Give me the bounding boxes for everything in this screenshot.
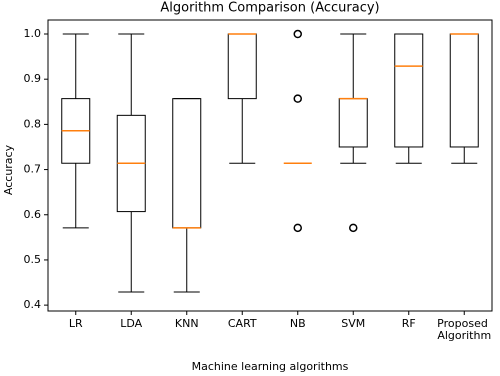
box: [449, 33, 479, 148]
flier: [293, 94, 302, 103]
x-tick-label: LR: [69, 317, 83, 330]
box: [172, 98, 202, 229]
box: [338, 98, 368, 148]
y-tick-label: 0.5: [24, 253, 42, 266]
x-tick-label: NB: [290, 317, 306, 330]
flier: [349, 223, 358, 233]
flier: [293, 223, 302, 233]
y-axis-label: Accuracy: [2, 144, 15, 195]
flier: [293, 29, 302, 39]
x-tick-label: RF: [402, 317, 416, 330]
x-axis-label: Machine learning algorithms: [192, 360, 349, 373]
y-tick-label: 0.8: [24, 117, 42, 130]
x-tick-label: LDA: [120, 317, 142, 330]
chart-title: Algorithm Comparison (Accuracy): [160, 1, 379, 16]
y-tick-label: 0.4: [24, 298, 42, 311]
x-tick-label: Proposed Algorithm: [437, 317, 491, 342]
x-tick-label: CART: [228, 317, 257, 330]
y-tick-label: 0.6: [24, 208, 42, 221]
box: [227, 33, 257, 100]
plot-frame: [47, 19, 493, 312]
x-tick-label: KNN: [175, 317, 199, 330]
y-tick-label: 1.0: [24, 27, 42, 40]
y-tick-label: 0.7: [24, 163, 42, 176]
box: [394, 33, 424, 148]
x-tick-label: SVM: [341, 317, 365, 330]
y-tick-label: 0.9: [24, 72, 42, 85]
